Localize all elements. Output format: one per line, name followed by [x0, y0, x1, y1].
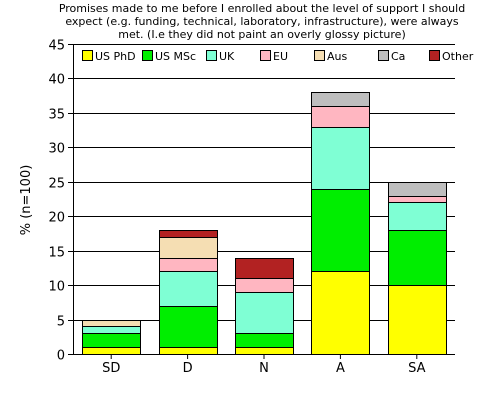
y-tick-label: 10: [48, 280, 65, 295]
legend-label-ca: Ca: [391, 50, 405, 63]
bar-segment-us-phd-n: [235, 347, 294, 355]
bar-segment-uk-d: [159, 271, 218, 307]
bar-segment-other-d: [159, 230, 218, 238]
legend-swatch-ca: [378, 50, 389, 61]
bar-segment-ca-a: [311, 92, 370, 107]
bar-segment-uk-n: [235, 292, 294, 334]
x-tick-label: SD: [102, 361, 120, 376]
bar-segment-other-n: [235, 258, 294, 279]
bar-segment-aus-d: [159, 237, 218, 259]
legend-label-aus: Aus: [327, 50, 347, 63]
y-tick-label: 15: [48, 246, 65, 261]
chart-title-line-1: Promises made to me before I enrolled ab…: [59, 2, 465, 15]
y-tick-label: 25: [48, 177, 65, 192]
y-tick-label: 0: [57, 349, 65, 364]
bar-segment-us-phd-a: [311, 271, 370, 355]
bar-segment-ca-sa: [388, 182, 447, 197]
bar-segment-us-msc-d: [159, 306, 218, 348]
x-tick-label: SA: [408, 361, 425, 376]
bar-segment-uk-sa: [388, 202, 447, 231]
y-tick-label: 45: [48, 39, 65, 54]
y-tick-label: 40: [48, 73, 65, 88]
legend-label-us-phd: US PhD: [95, 50, 136, 63]
bar-segment-us-phd-d: [159, 347, 218, 355]
bar-segment-uk-a: [311, 127, 370, 190]
bar-segment-us-msc-sd: [82, 333, 141, 348]
chart-title-line-2: expect (e.g. funding, technical, laborat…: [65, 15, 459, 28]
bar-segment-uk-sd: [82, 326, 141, 334]
y-tick-label: 20: [48, 211, 65, 226]
bar-segment-aus-sd: [82, 320, 141, 327]
chart-title: Promises made to me before I enrolled ab…: [59, 2, 465, 41]
bar-segment-us-msc-sa: [388, 230, 447, 286]
legend-swatch-us-phd: [82, 50, 93, 61]
bar-segment-us-phd-sd: [82, 347, 141, 355]
y-axis-label: % (n=100): [19, 165, 34, 236]
chart-title-line-3: met. (I.e they did not paint an overly g…: [118, 28, 405, 41]
x-tick-label: A: [336, 361, 345, 376]
legend-label-other: Other: [442, 50, 474, 63]
bar-segment-eu-a: [311, 106, 370, 128]
bars: [82, 92, 447, 355]
legend-swatch-other: [429, 50, 440, 61]
legend-swatch-uk: [206, 50, 217, 61]
bar-segment-us-phd-sa: [388, 285, 447, 355]
y-tick-label: 35: [48, 108, 65, 123]
legend-label-us-msc: US MSc: [155, 50, 196, 63]
legend-label-eu: EU: [273, 50, 288, 63]
axes: 0 5 10 15 20 25 30 35 40 45 SD D N A SA: [48, 39, 455, 376]
legend-label-uk: UK: [219, 50, 235, 63]
gridlines: [73, 44, 455, 321]
bar-segment-us-msc-n: [235, 333, 294, 348]
y-tick-label: 5: [57, 315, 65, 330]
bar-segment-eu-d: [159, 258, 218, 272]
bar-segment-eu-sa: [388, 196, 447, 203]
x-tick-label: N: [259, 361, 269, 376]
bar-segment-us-msc-a: [311, 189, 370, 272]
legend-swatch-eu: [260, 50, 271, 61]
x-tick-label: D: [183, 361, 193, 376]
y-tick-label: 30: [48, 142, 65, 157]
legend-swatch-us-msc: [142, 50, 153, 61]
legend: US PhD US MSc UK EU Aus Ca Other: [82, 50, 474, 63]
legend-swatch-aus: [314, 50, 325, 61]
bar-segment-eu-n: [235, 278, 294, 293]
